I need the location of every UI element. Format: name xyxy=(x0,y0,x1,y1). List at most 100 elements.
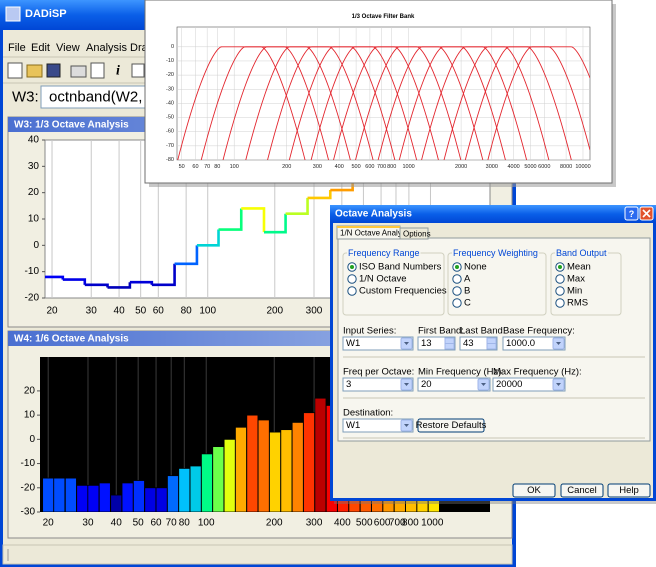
x-tick-label: 800 xyxy=(402,518,419,529)
y-tick-label: -40 xyxy=(166,100,174,106)
button[interactable] xyxy=(417,418,485,433)
field-value: 13 xyxy=(421,338,432,349)
radio-label[interactable]: Mean xyxy=(567,262,591,273)
x-tick-label: 4000 xyxy=(507,164,519,170)
x-tick-label: 700 xyxy=(389,518,406,529)
tool-open[interactable] xyxy=(26,64,43,78)
formula-text: octnband(W2, 13 xyxy=(49,89,163,106)
help-icon: ? xyxy=(629,209,635,219)
bar xyxy=(201,453,213,512)
bar xyxy=(303,412,316,512)
field-label: Last Band: xyxy=(460,326,505,337)
tool-misc[interactable] xyxy=(131,63,145,78)
radio-label[interactable]: Max xyxy=(567,274,585,285)
step-segment xyxy=(241,207,266,233)
radio-button[interactable] xyxy=(347,286,357,296)
bar xyxy=(98,482,111,512)
spin-up[interactable] xyxy=(486,337,497,344)
x-tick-label: 300 xyxy=(306,306,323,317)
combo-box[interactable] xyxy=(492,377,566,392)
spin-up[interactable] xyxy=(444,337,455,344)
bar xyxy=(53,477,66,512)
field-label: Max Frequency (Hz): xyxy=(493,367,582,378)
menu-item[interactable]: Edit xyxy=(31,42,50,54)
y-tick-label: -70 xyxy=(166,143,174,149)
dialog: Octave Analysis ? 1/N Octave AnalysisOpt… xyxy=(330,205,656,504)
radio-button[interactable] xyxy=(452,274,462,284)
x-tick-label: 60 xyxy=(192,164,198,170)
radio-button[interactable] xyxy=(347,274,357,284)
filter-curve xyxy=(200,46,330,160)
filter-curve xyxy=(177,46,306,160)
group-label-bg xyxy=(452,248,539,258)
radio-button[interactable] xyxy=(555,286,565,296)
radio-label[interactable]: Min xyxy=(567,286,582,297)
y-tick-label: 0 xyxy=(33,240,39,251)
button-label[interactable]: Cancel xyxy=(567,485,597,496)
x-tick-label: 300 xyxy=(313,164,322,170)
button-label[interactable]: Restore Defaults xyxy=(416,420,487,431)
field-value: 3 xyxy=(346,379,351,390)
radio-label[interactable]: ISO Band Numbers xyxy=(359,262,442,273)
button-label[interactable]: OK xyxy=(527,485,541,496)
dropdown-arrow xyxy=(556,383,561,386)
tab[interactable] xyxy=(399,227,429,240)
spin-down[interactable] xyxy=(486,343,497,350)
radio-button[interactable] xyxy=(452,286,462,296)
formula-label: W3: xyxy=(12,89,39,106)
button[interactable] xyxy=(560,483,604,498)
menu-item[interactable]: Analysis xyxy=(86,42,127,54)
radio-button[interactable] xyxy=(555,298,565,308)
radio-label[interactable]: RMS xyxy=(567,298,588,309)
field-value: W1 xyxy=(346,338,360,349)
combo-box[interactable] xyxy=(417,377,491,392)
radio-label[interactable]: C xyxy=(464,298,471,309)
y-tick-label: 20 xyxy=(24,385,36,396)
menu-item[interactable]: View xyxy=(56,42,80,54)
x-tick-label: 50 xyxy=(135,306,147,317)
menu-item[interactable]: File xyxy=(8,42,26,54)
combo-box[interactable] xyxy=(342,377,414,392)
button-label[interactable]: Help xyxy=(619,485,639,496)
y-tick-label: -20 xyxy=(25,293,40,304)
button[interactable] xyxy=(607,483,651,498)
tool-save[interactable] xyxy=(46,63,61,78)
step-segment xyxy=(285,197,309,216)
tool-preview[interactable] xyxy=(90,62,105,79)
dialog-title-bar xyxy=(330,205,656,223)
tool-new[interactable] xyxy=(7,62,23,79)
radio-label[interactable]: B xyxy=(464,286,470,297)
tool-print[interactable] xyxy=(70,65,87,78)
step-segment xyxy=(218,208,243,231)
button[interactable] xyxy=(512,483,556,498)
bar xyxy=(87,484,100,512)
y-tick-label: 10 xyxy=(28,214,40,225)
help-button[interactable] xyxy=(624,206,639,221)
combo-box[interactable] xyxy=(342,418,414,433)
x-tick-label: 70 xyxy=(204,164,210,170)
x-tick-label: 8000 xyxy=(560,164,572,170)
field-value: 1000.0 xyxy=(506,338,535,349)
y-tick-label: -60 xyxy=(166,129,174,135)
combo-box[interactable] xyxy=(502,336,566,351)
radio-label[interactable]: Custom Frequencies xyxy=(359,286,447,297)
combo-box[interactable] xyxy=(342,336,414,351)
radio-button[interactable] xyxy=(555,274,565,284)
radio-label[interactable]: None xyxy=(464,262,487,273)
step-segment xyxy=(174,245,199,266)
x-tick-label: 60 xyxy=(150,518,162,529)
toolbar: i xyxy=(7,62,145,79)
radio-button[interactable] xyxy=(452,298,462,308)
x-tick-label: 100 xyxy=(198,518,215,529)
spin-down[interactable] xyxy=(444,343,455,350)
filter-curve xyxy=(464,46,590,160)
dropdown-arrow xyxy=(404,424,409,427)
radio-label[interactable]: 1/N Octave xyxy=(359,274,407,285)
tool-info[interactable]: i xyxy=(116,64,120,79)
filter-curve xyxy=(310,46,439,160)
group-label: Frequency Range xyxy=(348,248,420,258)
radio-label[interactable]: A xyxy=(464,274,471,285)
bar xyxy=(42,477,55,512)
tab-label: 1/N Octave Analysis xyxy=(340,229,412,238)
